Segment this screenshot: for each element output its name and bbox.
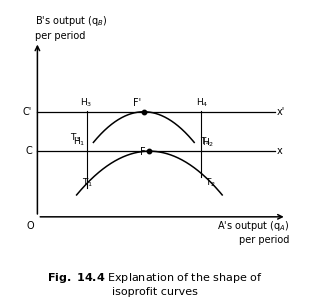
Text: T$_4$: T$_4$ (200, 136, 211, 148)
Text: A's output (q$_A$)
per period: A's output (q$_A$) per period (217, 219, 290, 246)
Text: O: O (27, 221, 34, 231)
Text: x: x (277, 146, 282, 156)
Text: H$_1$: H$_1$ (73, 135, 85, 148)
Text: H$_3$: H$_3$ (80, 97, 92, 109)
Text: T$_1$: T$_1$ (82, 176, 93, 189)
Text: T$_3$: T$_3$ (70, 132, 82, 144)
Text: H$_2$: H$_2$ (202, 136, 215, 149)
Text: $\mathbf{Fig.\ 14.4}$ Explanation of the shape of
isoprofit curves: $\mathbf{Fig.\ 14.4}$ Explanation of the… (47, 271, 263, 297)
Text: F': F' (133, 98, 141, 108)
Text: F: F (140, 147, 145, 157)
Text: x': x' (277, 107, 285, 117)
Text: B's output (q$_B$)
per period: B's output (q$_B$) per period (35, 14, 107, 41)
Text: H$_4$: H$_4$ (196, 97, 208, 109)
Text: C': C' (23, 107, 32, 117)
Text: T$_2$: T$_2$ (205, 176, 216, 189)
Text: C: C (25, 146, 32, 156)
